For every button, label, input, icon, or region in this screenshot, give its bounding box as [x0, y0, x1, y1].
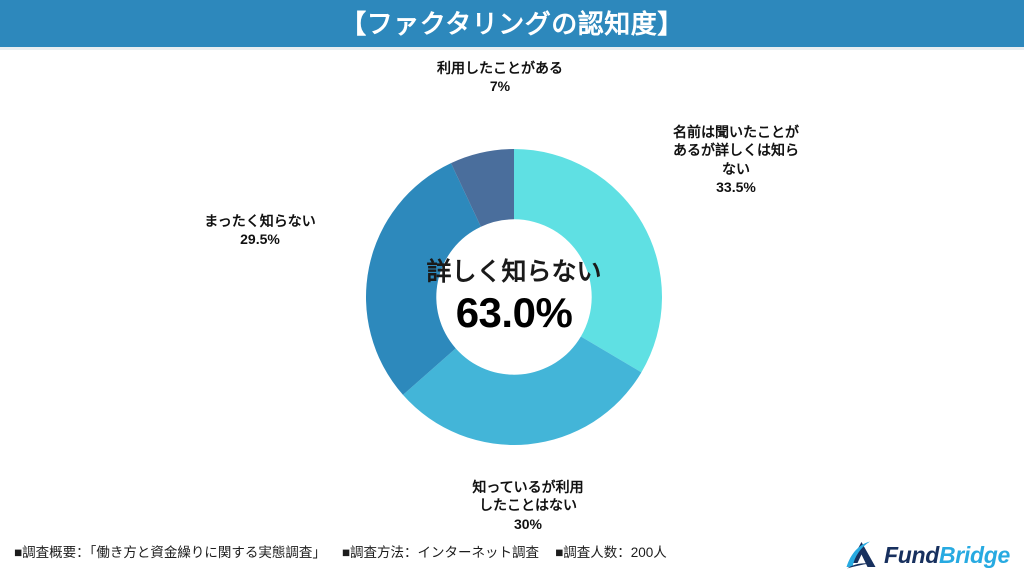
- donut-slice: [366, 163, 481, 395]
- donut-chart: 詳しく知らない 63.0%: [366, 149, 662, 445]
- survey-note-overview: ■調査概要：「働き方と資金繰りに関する実態調査」: [14, 545, 326, 560]
- survey-note-method: ■調査方法：インターネット調査: [341, 545, 540, 560]
- survey-notes: ■調査概要：「働き方と資金繰りに関する実態調査」 ■調査方法：インターネット調査…: [14, 541, 667, 561]
- callout-name: 利用したことがある: [437, 60, 563, 76]
- callout-percent: 29.5%: [240, 231, 280, 248]
- donut-slice: [514, 149, 662, 373]
- logo-text-bridge: Bridge: [938, 541, 1010, 568]
- page-title: 【ファクタリングの認知度】: [340, 8, 684, 39]
- callout-percent: 7%: [489, 78, 511, 95]
- fundbridge-logo: FundBridge: [845, 536, 1010, 574]
- fundbridge-logo-text: FundBridge: [883, 541, 1010, 568]
- callout-percent: 33.5%: [716, 179, 756, 196]
- callout-label-heard-name-only: 名前は聞いたことが あるが詳しくは知ら ない 33.5%: [651, 123, 821, 197]
- donut-chart-svg: [366, 149, 662, 445]
- callout-name: 知っているが利用 したことはない: [472, 479, 584, 514]
- donut-slice: [450, 149, 514, 227]
- callout-label-not-known-at-all: まったく知らない 29.5%: [170, 212, 350, 249]
- donut-slice: [402, 336, 642, 445]
- fundbridge-logo-mark-icon: [846, 541, 876, 569]
- callout-name: まったく知らない: [204, 213, 316, 229]
- header-bar: 【ファクタリングの認知度】: [0, 0, 1024, 47]
- header-divider: [0, 47, 1024, 50]
- footer: ■調査概要：「働き方と資金繰りに関する実態調査」 ■調査方法：インターネット調査…: [0, 534, 1024, 576]
- survey-note-sample-size: ■調査人数：200人: [555, 545, 667, 560]
- callout-name: 名前は聞いたことが あるが詳しくは知ら ない: [673, 124, 799, 177]
- logo-text-fund: Fund: [883, 541, 939, 568]
- callout-label-known-not-used: 知っているが利用 したことはない 30%: [428, 478, 628, 533]
- callout-percent: 30%: [513, 515, 543, 532]
- callout-label-used-before: 利用したことがある 7%: [350, 59, 650, 96]
